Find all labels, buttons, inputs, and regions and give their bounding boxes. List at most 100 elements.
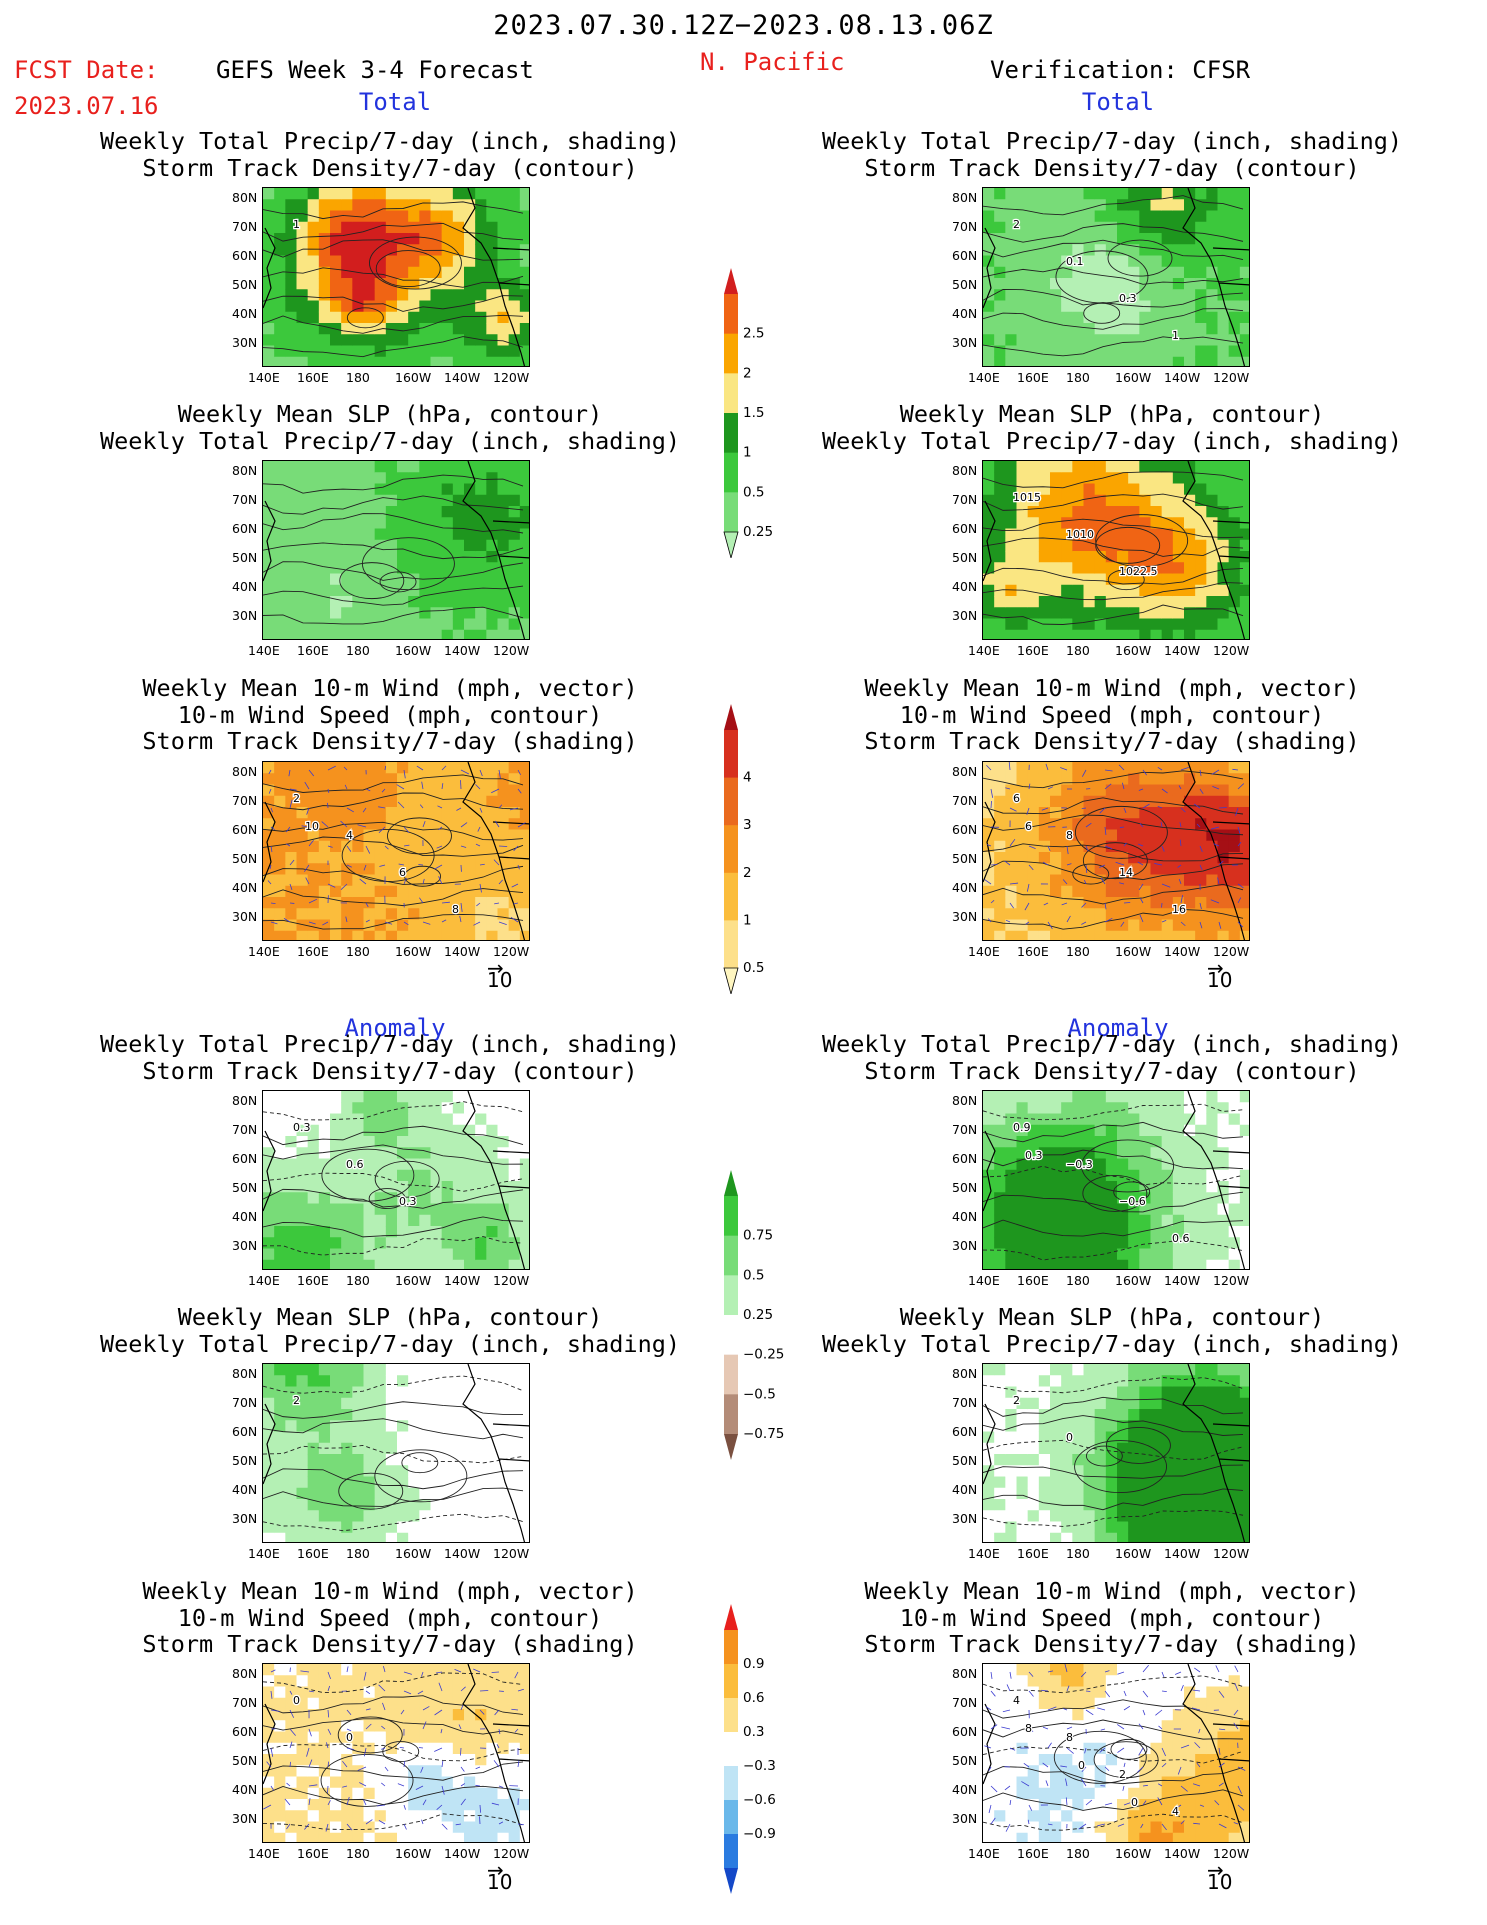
shading-cell (1050, 773, 1062, 785)
shading-cell (397, 1787, 409, 1800)
shading-cell (352, 1364, 364, 1376)
shading-cell (285, 289, 297, 301)
shading-cell (1105, 1192, 1118, 1204)
shading-cell (1117, 1214, 1129, 1227)
wind-vector (346, 1747, 355, 1751)
shading-cell (296, 1742, 309, 1755)
shading-cell (1072, 1675, 1084, 1687)
shading-cell (1005, 517, 1017, 529)
shading-cell (341, 1442, 353, 1455)
shading-cell (983, 300, 995, 313)
shading-cell (363, 311, 376, 324)
shading-cell (475, 584, 487, 597)
shading-cell (1206, 233, 1218, 245)
shading-cell (1228, 618, 1241, 631)
shading-cell (1027, 629, 1040, 639)
shading-cell (408, 562, 420, 574)
shading-cell (363, 607, 376, 619)
shading-cell (1206, 1124, 1218, 1137)
shading-cell (1239, 762, 1249, 774)
shading-cell (1228, 494, 1241, 507)
shading-cell (352, 1375, 364, 1387)
shading-cell (363, 1487, 376, 1500)
shading-cell (1150, 1248, 1163, 1261)
shading-cell (1128, 840, 1140, 853)
shading-cell (318, 573, 331, 586)
shading-cell (1228, 1521, 1241, 1534)
contour-line (263, 1101, 524, 1121)
shading-cell (1061, 1664, 1073, 1676)
shading-cell (263, 1499, 275, 1511)
shading-cell (408, 1675, 420, 1687)
shading-cell (441, 461, 454, 473)
shading-cell (341, 1532, 353, 1542)
shading-cell (397, 807, 409, 819)
region-label: N. Pacific (700, 48, 845, 76)
contour-line (983, 860, 1244, 881)
wind-vector (263, 1804, 272, 1810)
shading-cell (397, 1397, 409, 1410)
shading-cell (1195, 1375, 1207, 1387)
shading-cell (1172, 784, 1185, 797)
shading-cell (352, 1397, 364, 1410)
shading-cell (1117, 1192, 1129, 1204)
shading-cell (341, 1742, 353, 1755)
shading-cell (1050, 1765, 1062, 1777)
shading-cell (1139, 852, 1151, 864)
shading-cell (519, 1214, 529, 1227)
wind-vector (1199, 845, 1203, 852)
wind-vector (1104, 769, 1113, 772)
shading-cell (419, 233, 431, 245)
map-field: 0.9−0.3−0.60.60.3 (983, 1091, 1249, 1269)
shading-cell (430, 221, 443, 234)
shading-cell (263, 506, 275, 518)
shading-cell (341, 795, 353, 808)
shading-cell (1239, 539, 1249, 552)
shading-cell (1217, 233, 1230, 245)
contour-line (263, 1401, 524, 1419)
shading-cell (508, 629, 521, 639)
shading-cell (486, 863, 498, 875)
shading-cell (983, 1675, 995, 1687)
shading-cell (983, 221, 995, 234)
shading-cell (1117, 1720, 1129, 1732)
shading-cell (1083, 863, 1096, 875)
contour-line (387, 817, 452, 855)
shading-cell (419, 1476, 431, 1489)
shading-cell (1105, 1709, 1118, 1721)
shading-cell (1161, 1487, 1174, 1500)
shading-cell (1061, 1147, 1073, 1159)
wind-vector (1196, 823, 1201, 828)
shading-cell (475, 762, 487, 774)
shading-cell (1139, 494, 1151, 507)
shading-cell (285, 1465, 297, 1477)
shading-cell (1128, 1409, 1140, 1421)
wind-vector (1062, 879, 1068, 885)
shading-cell (441, 221, 454, 234)
shading-cell (983, 255, 995, 268)
wind-vector (326, 1742, 329, 1749)
wind-vector (384, 765, 387, 771)
shading-cell (296, 784, 309, 797)
shading-cell (1228, 1375, 1241, 1387)
shading-cell (318, 1124, 331, 1137)
shading-cell (1139, 1487, 1151, 1500)
shading-cell (464, 773, 476, 785)
shading-cell (1050, 199, 1062, 211)
shading-cell (441, 1237, 454, 1249)
shading-cell (441, 1476, 454, 1489)
shading-cell (1128, 818, 1140, 830)
shading-cell (441, 840, 454, 853)
shading-cell (983, 1697, 995, 1710)
shading-cell (1005, 1147, 1017, 1159)
shading-cell (363, 461, 376, 473)
contour-line (263, 1468, 524, 1490)
shading-cell (408, 885, 420, 898)
shading-cell (1139, 773, 1151, 785)
shading-cell (1061, 897, 1073, 909)
shading-cell (419, 1442, 431, 1455)
shading-cell (1184, 1203, 1196, 1216)
shading-cell (475, 334, 487, 346)
shading-cell (285, 930, 297, 940)
shading-cell (1239, 1375, 1249, 1387)
